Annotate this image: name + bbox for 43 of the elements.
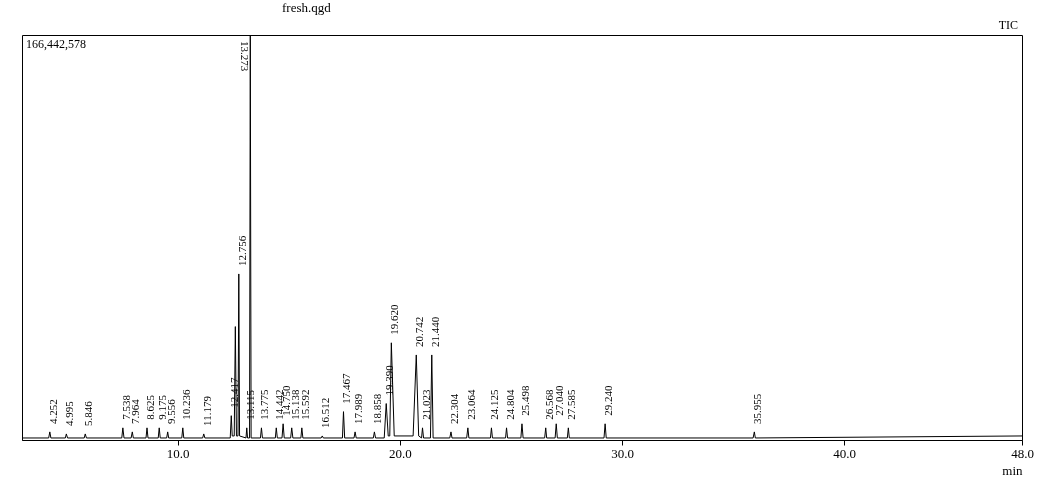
annotation: 17.989 bbox=[352, 393, 365, 424]
chart-title: fresh.qgd bbox=[282, 0, 332, 15]
annotation: 12.417 bbox=[228, 376, 241, 408]
x-tick-label: 10.0 bbox=[166, 445, 190, 461]
annotation: 21.440 bbox=[428, 316, 441, 347]
annotation: 29.240 bbox=[602, 385, 615, 416]
annotation: 23.064 bbox=[464, 389, 477, 420]
annotation: 10.236 bbox=[179, 389, 192, 420]
annotation: 35.955 bbox=[751, 393, 764, 424]
annotation: 9.175 bbox=[156, 394, 169, 420]
annotation: 24.125 bbox=[488, 389, 501, 420]
x-tick-label: 20.0 bbox=[388, 445, 412, 461]
annotation: 13.115 bbox=[243, 389, 256, 420]
annotation: 4.252 bbox=[46, 399, 59, 424]
annotation: 12.756 bbox=[235, 235, 248, 266]
annotation: 5.846 bbox=[82, 400, 95, 426]
text: TIC bbox=[998, 18, 1018, 32]
annotation: 19.620 bbox=[388, 304, 401, 335]
annotation: 25.498 bbox=[518, 385, 531, 416]
x-axis-title: min bbox=[1002, 462, 1023, 478]
annotation: 24.804 bbox=[503, 389, 516, 420]
annotation: 8.625 bbox=[144, 394, 156, 420]
annotation: 20.742 bbox=[413, 316, 426, 347]
annotation: 166,442,578 bbox=[26, 37, 86, 51]
annotation: 19.390 bbox=[383, 364, 396, 396]
annotation: 26.568 bbox=[542, 389, 555, 420]
annotation: 11.179 bbox=[200, 395, 213, 426]
annotation: 18.858 bbox=[371, 393, 384, 424]
annotation: 13.775 bbox=[258, 389, 271, 420]
annotation: 22.304 bbox=[447, 393, 460, 424]
annotation: 27.040 bbox=[553, 385, 566, 416]
annotation: 4.995 bbox=[63, 400, 76, 426]
annotation: 17.467 bbox=[340, 372, 353, 404]
x-tick-label: 40.0 bbox=[833, 445, 857, 461]
annotation: 27.585 bbox=[565, 389, 578, 420]
annotation: 21.023 bbox=[419, 389, 432, 420]
x-tick-label: 30.0 bbox=[611, 445, 634, 461]
annotation: 16.512 bbox=[319, 397, 332, 428]
annotation: 13.273 bbox=[239, 41, 252, 72]
x-tick-label: 48.0 bbox=[1011, 445, 1034, 461]
annotation: 7.538 bbox=[119, 394, 132, 420]
annotation: 15.592 bbox=[298, 389, 311, 420]
annotation: 7.964 bbox=[129, 398, 142, 424]
